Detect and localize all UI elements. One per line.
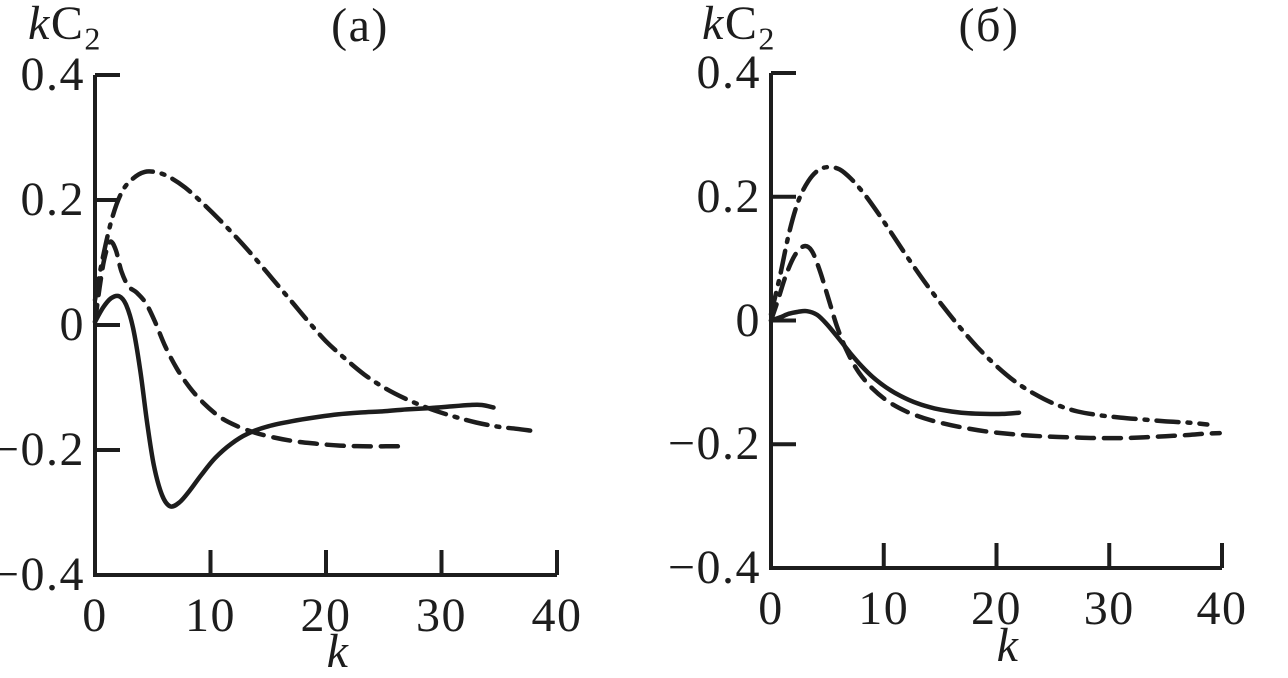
y-tick-label: 0.2	[696, 169, 761, 223]
x-tick-label: 30	[1083, 582, 1135, 635]
axis-spine	[769, 73, 1222, 570]
curve-solid-panel-b	[768, 308, 1022, 417]
curve-dash-dot-panel-a	[92, 169, 533, 433]
x-tick-label: 10	[185, 589, 236, 642]
y-tick-label: 0	[735, 293, 761, 347]
x-axis-label-panel-a: k	[326, 625, 350, 678]
y-tick-label: 0.2	[20, 173, 85, 226]
y-axis-title-symbol: C	[50, 0, 85, 50]
curve-solid-panel-a	[92, 293, 496, 509]
x-tick-label: 40	[531, 589, 583, 642]
y-tick-label: −0.2	[0, 423, 85, 476]
x-axis-label-panel-b: k	[996, 619, 1020, 672]
y-tick-label: −0.2	[667, 417, 761, 471]
y-tick-label: −0.4	[0, 548, 85, 601]
y-axis-title-subscript: 2	[84, 20, 101, 57]
panel-label-a: (a)	[331, 0, 389, 52]
curve-dash-dot-panel-b	[768, 164, 1210, 427]
y-axis-title-subscript: 2	[758, 20, 775, 57]
x-tick-label: 20	[300, 589, 352, 642]
y-axis-title-panel-b: kC2	[702, 0, 774, 55]
y-axis-title-var: k	[28, 0, 51, 50]
y-tick-label: 0.4	[20, 48, 85, 101]
y-tick-label: 0.4	[696, 46, 761, 99]
y-tick-label: 0	[59, 298, 85, 351]
panel-label-b: (б)	[958, 0, 1020, 52]
x-tick-label: 10	[858, 582, 910, 635]
x-tick-label: 40	[1196, 582, 1248, 635]
x-tick-label: 0	[82, 589, 108, 642]
x-tick-label: 0	[758, 582, 784, 635]
y-axis-title-symbol: C	[724, 0, 759, 50]
y-axis-title-var: k	[702, 0, 725, 50]
y-axis-title-panel-a: kC2	[28, 0, 100, 55]
curve-dashed-panel-b	[768, 243, 1222, 441]
curve-dashed-panel-a	[92, 239, 404, 449]
y-tick-label: −0.4	[667, 541, 761, 594]
x-tick-label: 30	[416, 589, 467, 642]
x-tick-label: 20	[971, 582, 1022, 635]
